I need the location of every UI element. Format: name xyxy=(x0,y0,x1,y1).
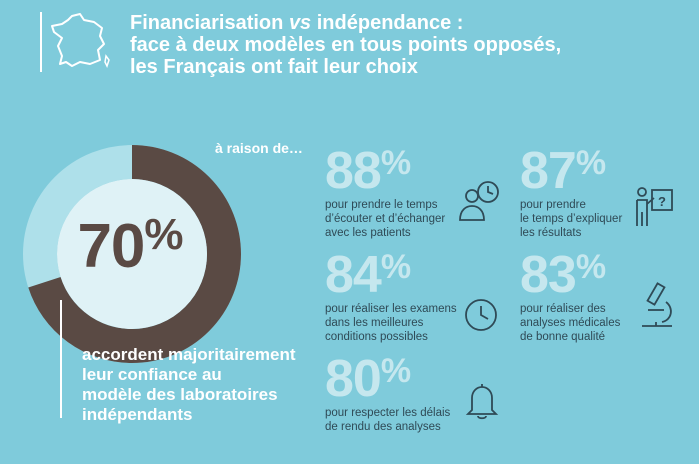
bell-icon xyxy=(465,384,499,420)
stat-87: 87% pour prendre le temps d’expliquer le… xyxy=(520,138,622,240)
stat-value: 87% xyxy=(520,142,606,200)
svg-text:?: ? xyxy=(658,194,666,209)
header-divider xyxy=(40,12,42,72)
microscope-icon xyxy=(642,282,672,327)
stat-value: 84% xyxy=(325,246,411,304)
stat-description: pour réaliser les examens dans les meill… xyxy=(325,303,457,343)
donut-center xyxy=(57,179,207,329)
stat-description: pour prendre le temps d’écouter et d’éch… xyxy=(325,199,446,239)
doctor-clock-icon xyxy=(459,181,499,221)
main-caption: accordent majoritairement leur confiance… xyxy=(82,345,296,424)
stat-value: 88% xyxy=(325,142,411,200)
presenter-question-icon: ? xyxy=(636,187,673,226)
clock-icon xyxy=(465,299,497,331)
page-title: Financiarisation vs indépendance : face … xyxy=(130,12,690,78)
stat-value: 80% xyxy=(325,350,411,408)
intro-text: à raison de… xyxy=(215,140,303,156)
stat-83: 83% pour réaliser des analyses médicales… xyxy=(520,242,620,344)
title-line-2: face à deux modèles en tous points oppos… xyxy=(130,34,562,56)
title-line-3: les Français ont fait leur choix xyxy=(130,56,418,78)
main-percentage: 70% xyxy=(77,210,183,281)
stat-84: 84% pour réaliser les examens dans les m… xyxy=(325,242,457,344)
france-map-icon xyxy=(51,13,110,68)
stat-description: pour réaliser des analyses médicales de … xyxy=(520,303,621,343)
stat-description: pour respecter les délais de rendu des a… xyxy=(325,407,451,433)
stat-80: 80% pour respecter les délais de rendu d… xyxy=(325,346,450,434)
donut-filled-arc xyxy=(23,145,241,363)
stat-value: 83% xyxy=(520,246,606,304)
title-line-1: Financiarisation vs indépendance : xyxy=(130,12,464,34)
stat-88: 88% pour prendre le temps d’écouter et d… xyxy=(325,138,445,240)
confidence-donut xyxy=(23,145,241,363)
stat-description: pour prendre le temps d’expliquer les ré… xyxy=(520,199,623,239)
caption-connector-line xyxy=(60,300,62,418)
